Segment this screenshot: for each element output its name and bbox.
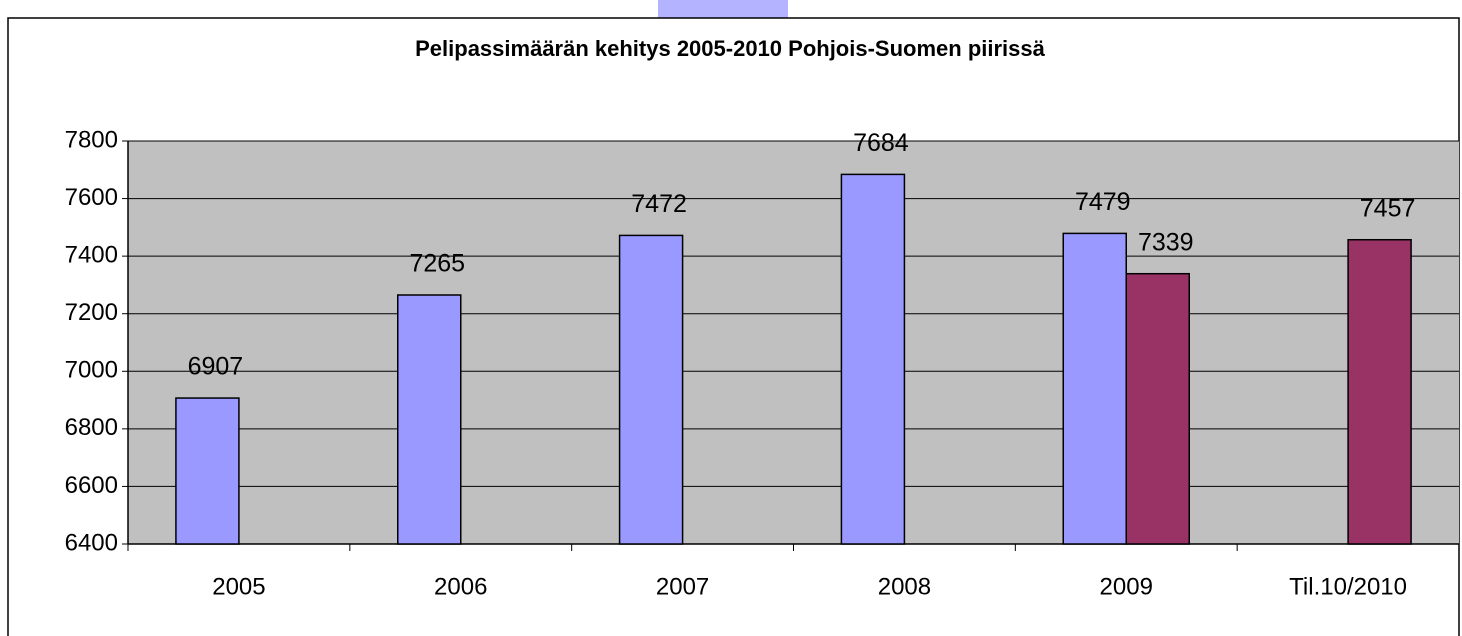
y-tick-label: 6400 bbox=[65, 529, 118, 556]
x-tick-label: 2009 bbox=[1100, 573, 1153, 600]
x-tick-label: 2008 bbox=[878, 573, 931, 600]
plot-area bbox=[128, 141, 1459, 544]
y-tick-label: 7400 bbox=[65, 241, 118, 268]
y-tick-label: 7600 bbox=[65, 184, 118, 211]
bar bbox=[840, 173, 906, 545]
x-tick-label: 2007 bbox=[656, 573, 709, 600]
y-tick-label: 7800 bbox=[65, 126, 118, 153]
value-label: 7339 bbox=[1138, 228, 1194, 256]
value-label: 7479 bbox=[1075, 188, 1131, 216]
value-label: 7457 bbox=[1360, 194, 1416, 222]
value-label: 6907 bbox=[188, 353, 244, 381]
x-tick-label: Til.10/2010 bbox=[1289, 573, 1407, 600]
bar bbox=[1347, 238, 1412, 545]
tab bbox=[658, 0, 788, 18]
y-tick-label: 6600 bbox=[65, 472, 118, 499]
x-tick-label: 2005 bbox=[212, 573, 265, 600]
bar bbox=[618, 234, 684, 545]
x-tick-label: 2006 bbox=[434, 573, 487, 600]
value-label: 7472 bbox=[631, 190, 687, 218]
bar bbox=[1062, 232, 1127, 545]
bar bbox=[175, 397, 240, 545]
y-tick-label: 7000 bbox=[65, 357, 118, 384]
chart-title: Pelipassimäärän kehitys 2005-2010 Pohjoi… bbox=[415, 36, 1046, 61]
y-tick-label: 6800 bbox=[65, 414, 118, 441]
bar bbox=[397, 294, 462, 545]
y-tick-label: 7200 bbox=[65, 299, 118, 326]
value-label: 7684 bbox=[853, 129, 909, 157]
value-label: 7265 bbox=[409, 250, 465, 278]
bar bbox=[1125, 272, 1190, 545]
